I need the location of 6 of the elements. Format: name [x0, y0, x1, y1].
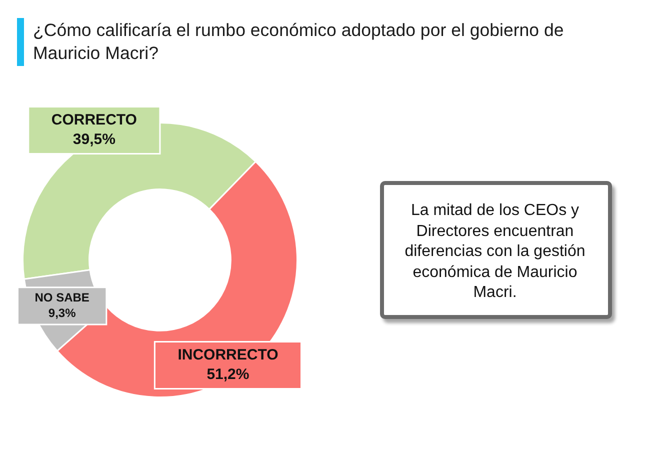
- slice-label: INCORRECTO: [178, 346, 279, 364]
- data-label: 51,2%: [206, 366, 250, 384]
- slice-label: CORRECTO: [51, 112, 138, 129]
- data-label: 39,5%: [72, 131, 116, 148]
- chart-title: ¿Cómo calificaría el rumbo económico adoptado por el gobierno de Mauricio Macri?: [33, 19, 565, 65]
- text: La mitad de los CEOs y Directores encuentran diferencias con la gestión económica de Mauricio Macri.: [404, 201, 586, 303]
